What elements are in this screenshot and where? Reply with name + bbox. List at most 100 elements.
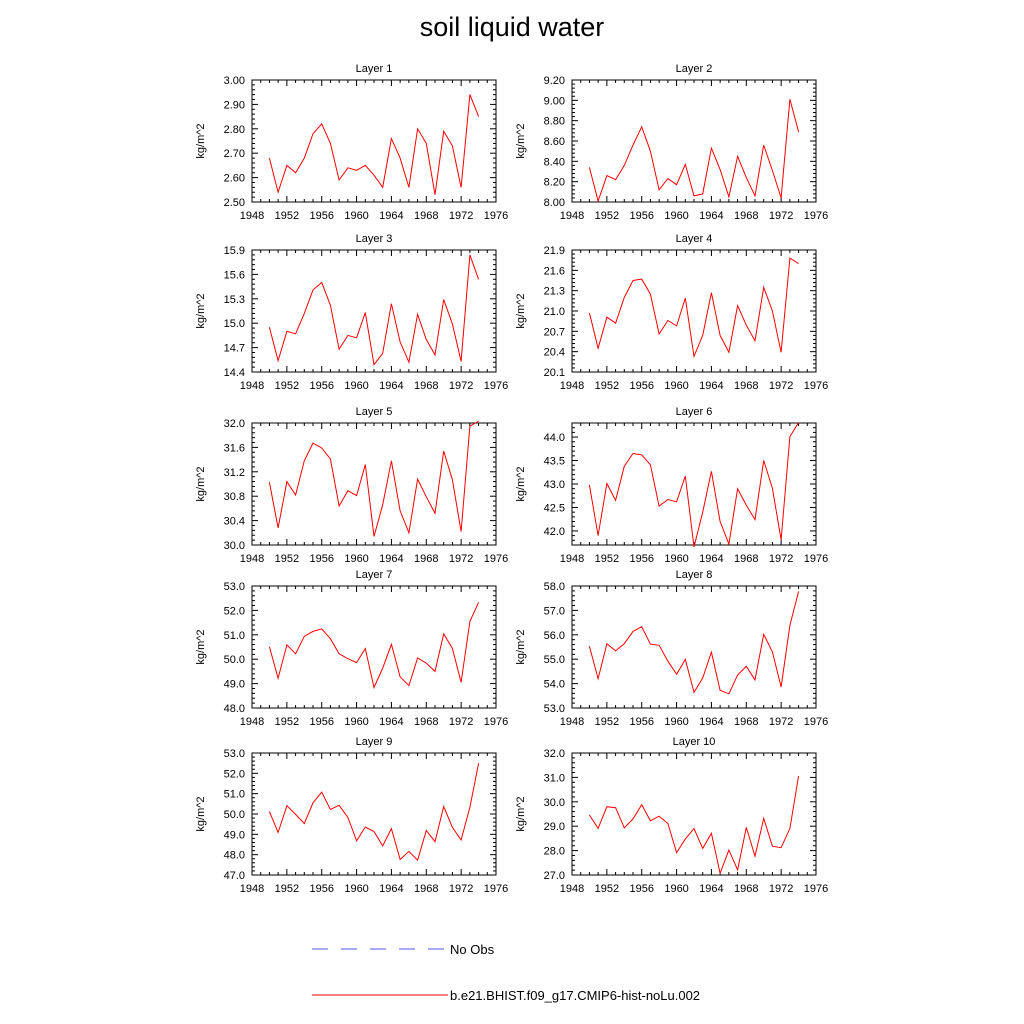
y-tick-label: 21.6	[544, 265, 565, 277]
panel-4: Layer 4 1948 1952 1956 1960 1964 1968 1972 1976 2…	[515, 233, 828, 392]
y-tick-label: 27.0	[544, 870, 565, 882]
y-axis-label: kg/m^2	[515, 466, 527, 501]
y-tick-label: 32.0	[544, 748, 565, 760]
y-tick-label: 48.0	[224, 703, 245, 715]
x-tick-label: 1956	[309, 553, 333, 565]
y-axis-label: kg/m^2	[515, 629, 527, 664]
panel-title: Layer 5	[356, 406, 393, 418]
x-tick-label: 1968	[414, 553, 438, 565]
y-axis-label: kg/m^2	[515, 123, 527, 158]
x-tick-label: 1976	[484, 883, 508, 895]
x-tick-label: 1952	[275, 210, 299, 222]
y-axis-label: kg/m^2	[195, 123, 207, 158]
x-tick-label: 1960	[344, 210, 368, 222]
x-tick-label: 1956	[309, 380, 333, 392]
y-tick-label: 9.20	[544, 75, 565, 87]
y-tick-label: 15.0	[224, 318, 245, 330]
series-line	[588, 775, 800, 876]
x-tick-label: 1976	[484, 716, 508, 728]
panel-1: Layer 1 1948 1952 1956 1960 1964 1968 1972 1976 2…	[195, 63, 508, 222]
x-tick-label: 1964	[699, 210, 723, 222]
y-tick-label: 53.0	[224, 581, 245, 593]
x-tick-label: 1956	[629, 716, 653, 728]
y-tick-label: 31.6	[224, 442, 245, 454]
x-tick-label: 1972	[449, 883, 473, 895]
x-tick-label: 1960	[344, 883, 368, 895]
y-tick-label: 58.0	[544, 581, 565, 593]
x-tick-label: 1968	[734, 716, 758, 728]
legend-label-obs: No Obs	[450, 942, 495, 957]
panel-10: Layer 10 1948 1952 1956 1960 1964 1968 1972 1976…	[515, 736, 828, 895]
x-tick-label: 1968	[734, 380, 758, 392]
x-tick-label: 1960	[344, 716, 368, 728]
x-tick-label: 1964	[379, 210, 403, 222]
y-tick-label: 52.0	[224, 605, 245, 617]
y-tick-label: 53.0	[224, 748, 245, 760]
y-tick-label: 31.0	[544, 772, 565, 784]
x-tick-label: 1964	[379, 380, 403, 392]
series-line	[268, 94, 480, 195]
y-tick-label: 29.0	[544, 821, 565, 833]
y-axis-label: kg/m^2	[195, 796, 207, 831]
panel-title: Layer 10	[673, 736, 716, 748]
y-tick-label: 2.80	[224, 124, 245, 136]
y-tick-label: 20.4	[544, 347, 565, 359]
x-tick-label: 1948	[240, 716, 264, 728]
y-tick-label: 51.0	[224, 789, 245, 801]
x-tick-label: 1972	[769, 210, 793, 222]
main-title: soil liquid water	[419, 12, 605, 42]
x-tick-label: 1972	[449, 716, 473, 728]
y-tick-label: 55.0	[544, 654, 565, 666]
panel-title: Layer 1	[356, 63, 393, 75]
x-tick-label: 1968	[414, 380, 438, 392]
series-line	[588, 99, 800, 203]
x-tick-label: 1972	[769, 883, 793, 895]
panel-title: Layer 2	[676, 63, 713, 75]
panel-6: Layer 6 1948 1952 1956 1960 1964 1968 1972 1976 4…	[515, 406, 828, 565]
x-tick-label: 1968	[734, 210, 758, 222]
y-tick-label: 28.0	[544, 846, 565, 858]
x-tick-label: 1952	[275, 380, 299, 392]
x-tick-label: 1972	[449, 553, 473, 565]
x-tick-label: 1964	[379, 716, 403, 728]
x-tick-label: 1960	[664, 553, 688, 565]
x-tick-label: 1952	[595, 883, 619, 895]
y-tick-label: 2.60	[224, 173, 245, 185]
x-tick-label: 1964	[699, 380, 723, 392]
y-tick-label: 50.0	[224, 654, 245, 666]
x-tick-label: 1952	[275, 553, 299, 565]
series-line	[588, 422, 800, 548]
y-tick-label: 43.5	[544, 456, 565, 468]
y-tick-label: 44.0	[544, 432, 565, 444]
y-tick-label: 2.70	[224, 148, 245, 160]
x-tick-label: 1960	[664, 716, 688, 728]
x-tick-label: 1952	[275, 883, 299, 895]
x-tick-label: 1956	[629, 553, 653, 565]
y-tick-label: 14.4	[224, 367, 245, 379]
x-tick-label: 1972	[769, 553, 793, 565]
y-tick-label: 8.00	[544, 197, 565, 209]
x-tick-label: 1964	[699, 883, 723, 895]
y-tick-label: 57.0	[544, 605, 565, 617]
x-tick-label: 1948	[240, 380, 264, 392]
panel-title: Layer 8	[676, 569, 713, 581]
y-tick-label: 52.0	[224, 768, 245, 780]
y-axis-label: kg/m^2	[515, 796, 527, 831]
y-tick-label: 15.6	[224, 269, 245, 281]
x-tick-label: 1972	[769, 380, 793, 392]
y-axis-label: kg/m^2	[195, 293, 207, 328]
y-tick-label: 14.7	[224, 343, 245, 355]
y-tick-label: 8.20	[544, 177, 565, 189]
panel-8: Layer 8 1948 1952 1956 1960 1964 1968 1972 1976 5…	[515, 569, 828, 728]
legend-line-model	[312, 994, 448, 996]
y-tick-label: 42.5	[544, 502, 565, 514]
x-tick-label: 1968	[414, 883, 438, 895]
y-axis-label: kg/m^2	[515, 293, 527, 328]
y-tick-label: 49.0	[224, 679, 245, 691]
y-tick-label: 15.3	[224, 294, 245, 306]
x-tick-label: 1952	[275, 716, 299, 728]
y-tick-label: 47.0	[224, 870, 245, 882]
x-tick-label: 1976	[484, 210, 508, 222]
